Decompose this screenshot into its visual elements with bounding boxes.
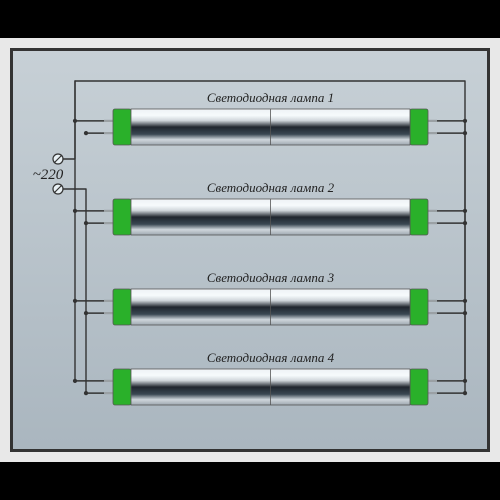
lamp-label-3: Светодиодная лампа 3 bbox=[207, 270, 335, 285]
voltage-label: ~220 bbox=[33, 167, 64, 183]
wiring-diagram: ~220 Светодиодная лампа 1Светодиодная ла… bbox=[13, 51, 487, 449]
lamp-label-4: Светодиодная лампа 4 bbox=[207, 350, 335, 365]
lamp-label-1: Светодиодная лампа 1 bbox=[207, 90, 334, 105]
lamp-2: Светодиодная лампа 2 bbox=[104, 180, 437, 235]
lamp-group: Светодиодная лампа 1 Светодиодная лампа 2… bbox=[104, 90, 437, 405]
lamp-3: Светодиодная лампа 3 bbox=[104, 270, 437, 325]
lamp-label-2: Светодиодная лампа 2 bbox=[207, 180, 335, 195]
lamp-1: Светодиодная лампа 1 bbox=[104, 90, 437, 145]
lamp-4: Светодиодная лампа 4 bbox=[104, 350, 437, 405]
